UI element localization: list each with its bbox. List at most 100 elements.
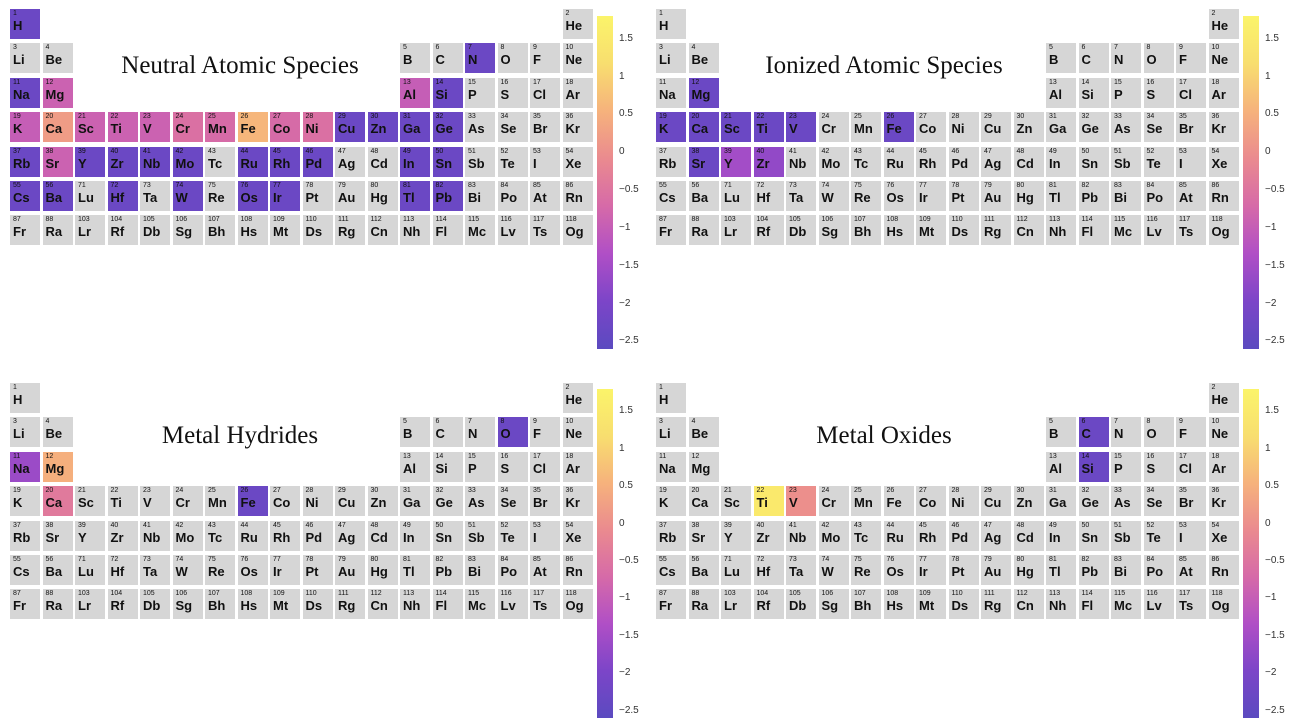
element-cell-ag: 47 Ag [981, 146, 1011, 177]
element-symbol: O [500, 426, 511, 442]
element-cell-cd: 48 Cd [1013, 146, 1044, 177]
element-cell-pt: 78 Pt [948, 555, 979, 585]
element-cell-hf: 72 Hf [107, 555, 138, 585]
atomic-number: 18 [1211, 452, 1220, 460]
atomic-number: 111 [338, 216, 349, 224]
atomic-number: 43 [854, 147, 862, 155]
element-symbol: Sn [435, 529, 453, 545]
colorbar-tick-label: −1.5 [619, 259, 639, 271]
element-cell-rh: 45 Rh [270, 146, 300, 177]
atomic-number: 52 [1146, 147, 1155, 155]
element-cell-cl: 17 Cl [530, 77, 560, 108]
element-symbol: Ag [984, 155, 1002, 171]
atomic-number: 85 [533, 182, 541, 189]
atomic-number: 85 [533, 556, 541, 563]
element-cell-in: 49 In [400, 520, 430, 551]
atomic-number: 52 [1146, 521, 1155, 529]
atomic-number: 86 [1211, 556, 1220, 563]
atomic-number: 12 [45, 78, 54, 86]
atomic-number: 17 [1179, 78, 1187, 86]
element-cell-db: 105 Db [140, 215, 170, 246]
element-symbol: Lv [500, 224, 516, 240]
element-symbol: Pb [1081, 190, 1099, 205]
element-symbol: Rh [919, 529, 937, 545]
atomic-number: 108 [240, 590, 253, 598]
element-cell-al: 13 Al [1046, 77, 1076, 108]
element-symbol: At [533, 564, 547, 579]
element-symbol: Ni [951, 495, 965, 511]
atomic-number: 49 [403, 521, 411, 529]
colorbar-tick-label: −2.5 [619, 335, 639, 347]
element-symbol: Pb [435, 564, 453, 579]
element-symbol: Co [273, 121, 291, 137]
atomic-number: 104 [756, 590, 769, 598]
atomic-number: 53 [1179, 521, 1187, 529]
element-symbol: Zn [370, 495, 387, 511]
atomic-number: 105 [143, 216, 155, 224]
element-cell-te: 52 Te [1143, 520, 1174, 551]
atomic-number: 13 [403, 78, 411, 86]
atomic-number: 114 [435, 590, 447, 598]
atomic-number: 5 [1049, 418, 1053, 426]
atomic-number: 75 [854, 556, 862, 563]
element-cell-ra: 88 Ra [688, 215, 719, 246]
atomic-number: 85 [1179, 182, 1187, 189]
element-cell-tc: 43 Tc [851, 146, 881, 177]
atomic-number: 38 [691, 147, 700, 155]
element-symbol: Mc [1114, 598, 1133, 614]
element-cell-au: 79 Au [981, 181, 1011, 211]
element-cell-sr: 38 Sr [688, 520, 719, 551]
element-cell-al: 13 Al [400, 77, 430, 108]
element-symbol: Br [1179, 121, 1194, 137]
element-symbol: Lv [1146, 224, 1162, 240]
atomic-number: 14 [1081, 452, 1090, 460]
element-cell-zn: 30 Zn [367, 112, 398, 143]
atomic-number: 28 [951, 113, 960, 121]
element-cell-sb: 51 Sb [465, 520, 495, 551]
atomic-number: 1 [13, 10, 17, 17]
element-symbol: Lr [724, 598, 737, 614]
element-cell-zr: 40 Zr [107, 146, 138, 177]
element-symbol: Ti [756, 495, 768, 511]
element-symbol: Na [659, 86, 676, 102]
element-cell-ba: 56 Ba [688, 555, 719, 585]
atomic-number: 5 [403, 44, 407, 52]
element-symbol: P [1114, 86, 1123, 102]
element-cell-sn: 50 Sn [432, 520, 463, 551]
element-symbol: Ga [1049, 121, 1067, 137]
element-cell-rh: 45 Rh [916, 146, 946, 177]
element-symbol: Co [273, 495, 291, 511]
element-cell-s: 16 S [497, 77, 528, 108]
chart-title: Metal Hydrides [161, 422, 319, 449]
atomic-number: 103 [724, 216, 736, 224]
atomic-number: 47 [984, 147, 992, 155]
element-symbol: Tc [854, 155, 869, 171]
element-symbol: N [1114, 52, 1124, 68]
element-cell-si: 14 Si [432, 451, 463, 482]
atomic-number: 15 [1114, 452, 1122, 460]
atomic-number: 50 [1081, 521, 1090, 529]
atomic-number: 33 [1114, 113, 1122, 121]
element-cell-br: 35 Br [1176, 486, 1206, 517]
atomic-number: 105 [143, 590, 155, 598]
atomic-number: 27 [273, 487, 281, 495]
element-symbol: Ta [789, 190, 804, 205]
atomic-number: 72 [110, 556, 119, 563]
element-cell-be: 4 Be [42, 417, 73, 448]
element-symbol: Ne [1211, 426, 1229, 442]
element-symbol: Rn [1211, 564, 1229, 579]
atomic-number: 17 [533, 452, 541, 460]
element-cell-mc: 115 Mc [465, 589, 495, 620]
element-symbol: P [468, 86, 477, 102]
colorbar-tick-label: −0.5 [619, 184, 639, 196]
atomic-number: 55 [659, 556, 667, 563]
element-symbol: V [789, 495, 798, 511]
element-cell-au: 79 Au [981, 555, 1011, 585]
atomic-number: 19 [13, 113, 21, 121]
element-symbol: Cn [1016, 598, 1034, 614]
element-cell-si: 14 Si [1078, 77, 1109, 108]
atomic-number: 118 [1211, 216, 1223, 224]
atomic-number: 41 [143, 147, 151, 155]
atomic-number: 16 [1146, 78, 1155, 86]
